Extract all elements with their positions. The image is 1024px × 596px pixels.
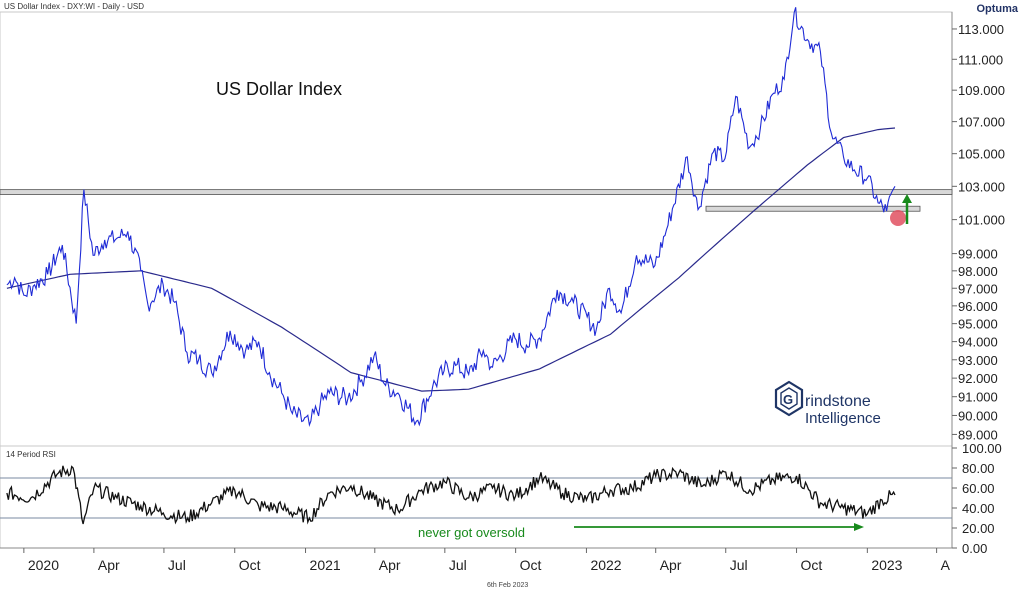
- x-tick-label: 2020: [28, 557, 59, 573]
- rsi-annotation: never got oversold: [418, 525, 525, 540]
- rsi-tick-label: 100.00: [962, 441, 1002, 456]
- grindstone-logo: G rindstone Intelligence: [774, 380, 881, 427]
- price-tick-label: 103.000: [958, 179, 1005, 194]
- price-tick-label: 90.000: [958, 408, 998, 423]
- x-tick-label: Oct: [801, 557, 823, 573]
- chart-title: US Dollar Index: [216, 79, 342, 99]
- rsi-line: [6, 465, 896, 525]
- x-tick-label: Apr: [98, 557, 120, 573]
- price-tick-label: 101.000: [958, 213, 1005, 228]
- price-tick-label: 111.000: [958, 52, 1003, 67]
- x-tick-label: 2021: [310, 557, 341, 573]
- x-tick-label: 2023: [871, 557, 902, 573]
- rsi-tick-label: 40.00: [962, 501, 995, 516]
- x-tick-label: Jul: [730, 557, 748, 573]
- price-tick-label: 89.000: [958, 427, 998, 442]
- price-tick-label: 95.000: [958, 317, 998, 332]
- rsi-tick-label: 0.00: [962, 541, 987, 556]
- rsi-tick-label: 20.00: [962, 521, 995, 536]
- x-tick-label: Apr: [379, 557, 401, 573]
- optuma-logo: Optuma: [976, 3, 1018, 15]
- rsi-label: 14 Period RSI: [6, 450, 56, 459]
- x-tick-label: Jul: [168, 557, 186, 573]
- logo-line2: Intelligence: [805, 410, 881, 427]
- price-tick-label: 96.000: [958, 299, 998, 314]
- logo-g: G: [783, 392, 793, 407]
- price-tick-label: 99.000: [958, 247, 998, 262]
- price-tick-label: 109.000: [958, 83, 1005, 98]
- price-tick-label: 97.000: [958, 281, 998, 296]
- price-tick-label: 92.000: [958, 371, 998, 386]
- price-tick-label: 94.000: [958, 335, 998, 350]
- price-tick-label: 105.000: [958, 147, 1005, 162]
- up-arrow-icon: [902, 194, 912, 224]
- low-marker: [890, 210, 906, 226]
- price-tick-label: 113.000: [958, 22, 1004, 37]
- footer-date: 6th Feb 2023: [487, 582, 528, 589]
- price-tick-label: 93.000: [958, 353, 998, 368]
- x-tick-label: 2022: [590, 557, 621, 573]
- logo-line1: rindstone: [805, 393, 871, 410]
- x-tick-label: A: [941, 557, 951, 573]
- price-tick-label: 98.000: [958, 264, 998, 279]
- x-tick-label: Oct: [520, 557, 542, 573]
- rsi-tick-label: 80.00: [962, 461, 995, 476]
- x-tick-label: Oct: [239, 557, 261, 573]
- x-tick-label: Apr: [660, 557, 682, 573]
- resistance-band: [705, 205, 921, 212]
- price-tick-label: 91.000: [958, 390, 998, 405]
- x-tick-label: Jul: [449, 557, 467, 573]
- rsi-tick-label: 60.00: [962, 481, 995, 496]
- moving-average-line: [6, 127, 896, 392]
- resistance-band: [0, 189, 953, 195]
- annotation-arrow-icon: [574, 523, 864, 531]
- price-tick-label: 107.000: [958, 115, 1005, 130]
- price-line: [6, 7, 896, 427]
- price-panel: [0, 11, 953, 447]
- chart-header: US Dollar Index - DXY:WI - Daily - USD: [4, 2, 145, 11]
